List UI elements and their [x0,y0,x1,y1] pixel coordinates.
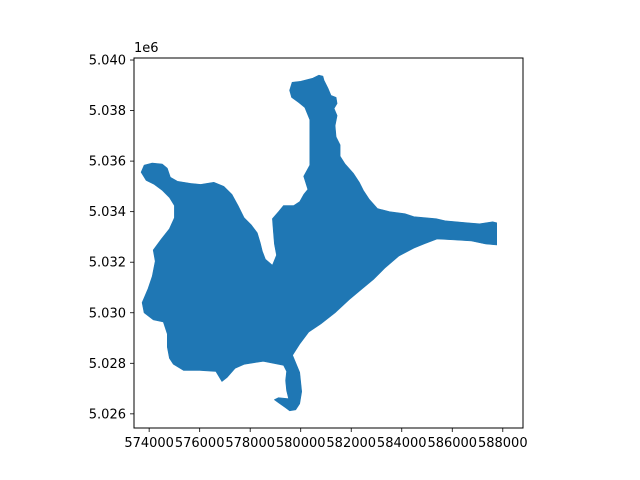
y-axis: 5.026 5.028 5.030 5.032 5.034 5.036 5.038 5.040 [89,54,134,422]
x-tick-label: 574000 [124,436,174,451]
axes-frame [133,57,524,429]
x-tick-label: 588000 [478,436,528,451]
y-tick-label: 5.028 [89,357,126,372]
x-tick-label: 584000 [377,436,427,451]
x-tick-label: 582000 [326,436,376,451]
y-tick-label: 5.040 [89,54,126,69]
y-tick-label: 5.036 [89,155,126,170]
y-tick-label: 5.034 [89,205,126,220]
y-tick-label: 5.038 [89,104,126,119]
y-offset-label: 1e6 [134,41,159,56]
y-tick-label: 5.032 [89,256,126,271]
x-tick-label: 586000 [427,436,477,451]
x-tick-label: 576000 [175,436,225,451]
x-axis: 574000 576000 578000 580000 582000 584000 5860… [124,428,528,451]
x-tick-label: 578000 [225,436,275,451]
plot-area [140,74,498,412]
region-polygon-0 [140,74,498,412]
y-tick-label: 5.030 [89,306,126,321]
x-tick-label: 580000 [276,436,326,451]
y-tick-label: 5.026 [89,407,126,422]
